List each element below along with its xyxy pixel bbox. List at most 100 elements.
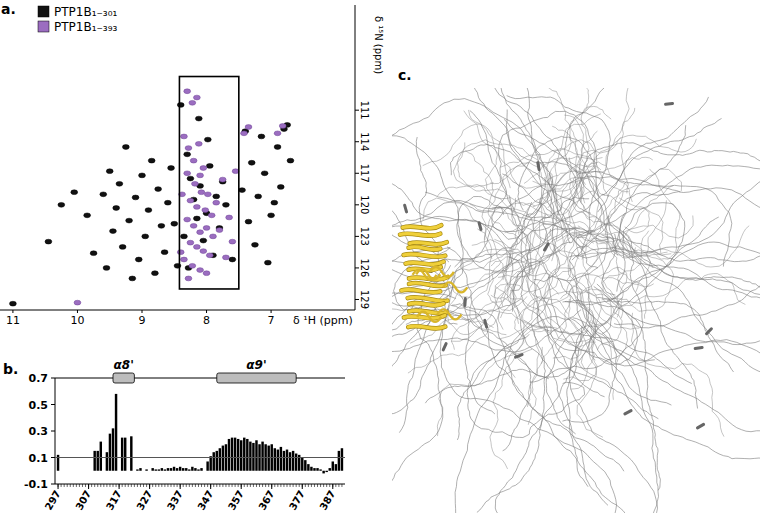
x-minor-tick (308, 484, 309, 487)
chain-trace (506, 110, 594, 210)
peak (248, 160, 255, 165)
chain-trace (453, 140, 543, 187)
peak (185, 276, 192, 281)
bar (81, 470, 83, 471)
chain-trace (533, 165, 601, 185)
chain-trace (569, 106, 611, 184)
x-minor-tick (293, 484, 294, 487)
chain-trace (451, 144, 591, 213)
ribbon-outline (404, 254, 446, 257)
chain-trace (628, 169, 680, 259)
x-minor-tick (335, 484, 336, 487)
y-tick (355, 267, 359, 268)
bar (338, 451, 340, 471)
x-tick-label: 337 (165, 488, 185, 512)
x-minor-tick (235, 484, 236, 487)
x-minor-tick (137, 484, 138, 487)
chain-trace (619, 214, 760, 376)
y-tick-label: 129 (359, 290, 370, 309)
x-axis-line (55, 484, 345, 485)
bar (206, 461, 208, 470)
chain-trace (487, 88, 608, 282)
chain-trace (614, 234, 760, 328)
peak (71, 190, 78, 195)
peak (255, 194, 262, 199)
x-minor-tick (97, 484, 98, 487)
bar (316, 468, 318, 471)
peak (132, 195, 139, 200)
peak (277, 185, 284, 190)
x-minor-tick (76, 484, 77, 487)
x-minor-tick (192, 484, 193, 487)
bar (237, 439, 239, 471)
x-minor-tick (320, 484, 321, 487)
bar (329, 468, 331, 471)
helix-segment (538, 163, 539, 170)
bar (118, 470, 120, 471)
chain-trace (578, 300, 760, 442)
chain-trace (562, 88, 626, 219)
bar (228, 439, 230, 471)
peak (206, 164, 213, 169)
peak (241, 131, 248, 136)
peak (197, 173, 204, 178)
peak (181, 134, 188, 139)
x-minor-tick (70, 484, 71, 487)
bar (240, 440, 242, 470)
x-minor-tick (164, 484, 165, 487)
chain-trace (440, 287, 616, 513)
peak (190, 223, 197, 228)
peak (204, 192, 211, 197)
peak (187, 198, 194, 203)
bar (322, 471, 324, 474)
peak (245, 219, 252, 224)
bar (185, 468, 187, 471)
chain-trace (392, 292, 455, 506)
x-tick (142, 310, 143, 313)
chain-trace (598, 297, 734, 371)
peak (135, 257, 142, 262)
bar (179, 467, 181, 471)
chain-trace (535, 229, 605, 397)
y-tick (355, 173, 359, 174)
y-tick (51, 457, 55, 458)
ribbon (410, 242, 447, 244)
peak (100, 192, 107, 197)
peak (204, 137, 211, 142)
bar (289, 452, 291, 471)
bar (130, 436, 132, 470)
x-minor-tick (171, 484, 172, 487)
peak (197, 230, 204, 235)
bar (161, 468, 163, 471)
x-minor-tick (326, 484, 327, 487)
y-tick-label: 0.7 (29, 372, 49, 385)
chain-trace (565, 217, 718, 305)
peak (208, 213, 215, 218)
chain-trace (392, 309, 448, 418)
x-minor-tick (244, 484, 245, 487)
x-tick (119, 484, 120, 489)
y-axis-line (355, 5, 356, 310)
bar (173, 467, 175, 471)
bar (307, 464, 309, 471)
peak (116, 181, 123, 186)
ribbon (404, 254, 446, 257)
peak (193, 244, 200, 249)
y-tick-label: 123 (359, 227, 370, 246)
chain-trace (400, 276, 455, 433)
peak (152, 271, 159, 276)
peak (181, 234, 188, 239)
bar (90, 470, 92, 471)
chain-trace (594, 273, 760, 345)
bar (155, 469, 157, 470)
peak (213, 194, 220, 199)
bar (66, 470, 68, 471)
x-minor-tick (216, 484, 217, 487)
x-minor-tick (268, 484, 269, 487)
bar (274, 448, 276, 471)
helix-segment (625, 411, 631, 414)
peak (245, 125, 252, 130)
chain-trace (620, 233, 760, 262)
peak (192, 181, 199, 186)
chain-trace (636, 201, 666, 292)
